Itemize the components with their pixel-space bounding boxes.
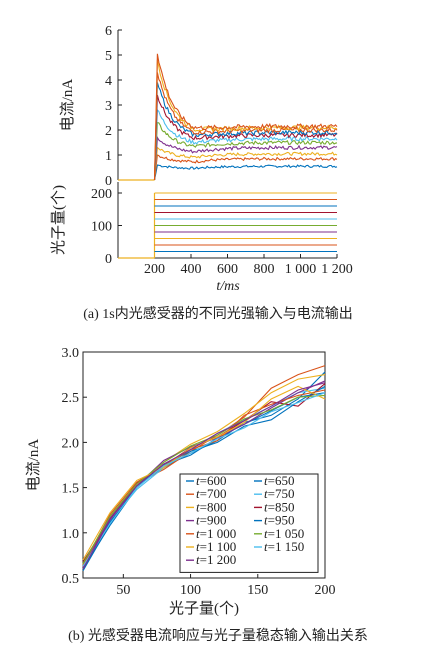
legend-entry: t=850: [264, 499, 294, 514]
steady-plot-frame: [82, 351, 326, 579]
current-y-label: 电流/nA: [59, 79, 76, 132]
photon-y-ticks: 0 100 200: [91, 187, 122, 267]
photon-y-tick-label: 100: [91, 220, 112, 235]
steady-y-tick-label: 1.0: [62, 527, 80, 542]
time-x-tick-label: 400: [181, 262, 202, 277]
legend-entry: t=750: [264, 486, 294, 501]
steady-y-tick-label: 0.5: [62, 572, 80, 587]
caption-b: (b) 光感受器电流响应与光子量稳态输入输出关系: [68, 627, 368, 644]
current-y-tick-label: 0: [105, 174, 112, 189]
legend-entry: t=700: [196, 486, 226, 501]
current-series-line: [153, 82, 338, 181]
steady-series-line: [82, 392, 326, 567]
legend-box: [179, 473, 319, 573]
time-x-tick-label: 200: [144, 262, 165, 277]
legend-entry: t=1 200: [196, 552, 236, 567]
steady-series-line: [82, 382, 326, 570]
current-series-line: [153, 53, 338, 181]
steady-x-tick-label: 50: [116, 583, 130, 598]
current-y-tick-label: 6: [105, 24, 112, 39]
current-y-tick-label: 5: [105, 49, 112, 64]
current-y-tick-label: 2: [105, 124, 112, 139]
legend-entry: t=1 150: [264, 539, 304, 554]
steady-series-line: [82, 394, 326, 564]
time-x-ticks: 200 400 600 800 1 000 1 200: [144, 254, 353, 277]
steady-y-tick-label: 1.5: [62, 482, 80, 497]
legend-entry: t=600: [196, 473, 226, 488]
steady-state-panel: 0.5 1.0 1.5 2.0 2.5 3.0 50 100 150 200 t=600 t=65…: [25, 346, 336, 617]
time-x-tick-label: 600: [217, 262, 238, 277]
current-y-tick-label: 1: [105, 149, 112, 164]
legend-entry: t=650: [264, 473, 294, 488]
steady-x-tick-label: 200: [315, 583, 336, 598]
photon-input-panel: 0 100 200 200 400 600 800 1 000 1 200 光子量(个) t/…: [50, 182, 353, 294]
time-x-tick-label: 1 000: [285, 262, 317, 277]
legend: t=600 t=650 t=700 t=750 t=800 t=850 t=900 t=950…: [179, 473, 319, 573]
steady-y-tick-label: 2.0: [62, 436, 80, 451]
steady-y-tick-label: 2.5: [62, 391, 80, 406]
steady-y-tick-label: 3.0: [62, 346, 80, 361]
legend-entry: t=1 100: [196, 539, 236, 554]
time-x-tick-label: 1 200: [321, 262, 353, 277]
current-series-line: [153, 146, 338, 181]
photon-y-tick-label: 200: [91, 187, 112, 202]
steady-series: [82, 365, 326, 572]
photon-y-label: 光子量(个): [50, 185, 67, 255]
current-y-tick-label: 4: [105, 74, 112, 89]
steady-x-tick-label: 150: [247, 583, 268, 598]
steady-y-label: 电流/nA: [25, 439, 42, 492]
current-series-line: [153, 72, 338, 181]
current-series-line: [153, 121, 338, 181]
photon-y-tick-label: 0: [105, 252, 112, 267]
legend-entry: t=1 050: [264, 526, 304, 541]
current-panel: 0 1 2 3 4 5 6 电流/nA: [59, 24, 338, 189]
steady-x-ticks: 50 100 150 200: [116, 574, 336, 598]
steady-x-label: 光子量(个): [169, 600, 239, 617]
time-x-tick-label: 800: [254, 262, 275, 277]
time-x-label: t/ms: [216, 279, 240, 294]
current-series: [118, 53, 338, 181]
photon-input-series: [118, 192, 337, 259]
steady-series-line: [82, 385, 326, 561]
current-y-ticks: 0 1 2 3 4 5 6: [105, 24, 122, 189]
current-series-line: [153, 154, 338, 181]
caption-a: (a) 1s内光感受器的不同光强输入与电流输出: [83, 305, 353, 322]
current-series-line: [153, 108, 338, 181]
legend-entry: t=950: [264, 513, 294, 528]
steady-series-line: [82, 389, 326, 566]
current-y-tick-label: 3: [105, 99, 112, 114]
current-series-line: [153, 135, 338, 181]
legend-entry: t=1 000: [196, 526, 236, 541]
current-series-line: [153, 164, 338, 181]
legend-entry: t=800: [196, 499, 226, 514]
steady-y-ticks: 0.5 1.0 1.5 2.0 2.5 3.0: [62, 346, 87, 587]
current-series-line: [153, 59, 338, 181]
legend-entry: t=900: [196, 513, 226, 528]
steady-x-tick-label: 100: [180, 583, 201, 598]
